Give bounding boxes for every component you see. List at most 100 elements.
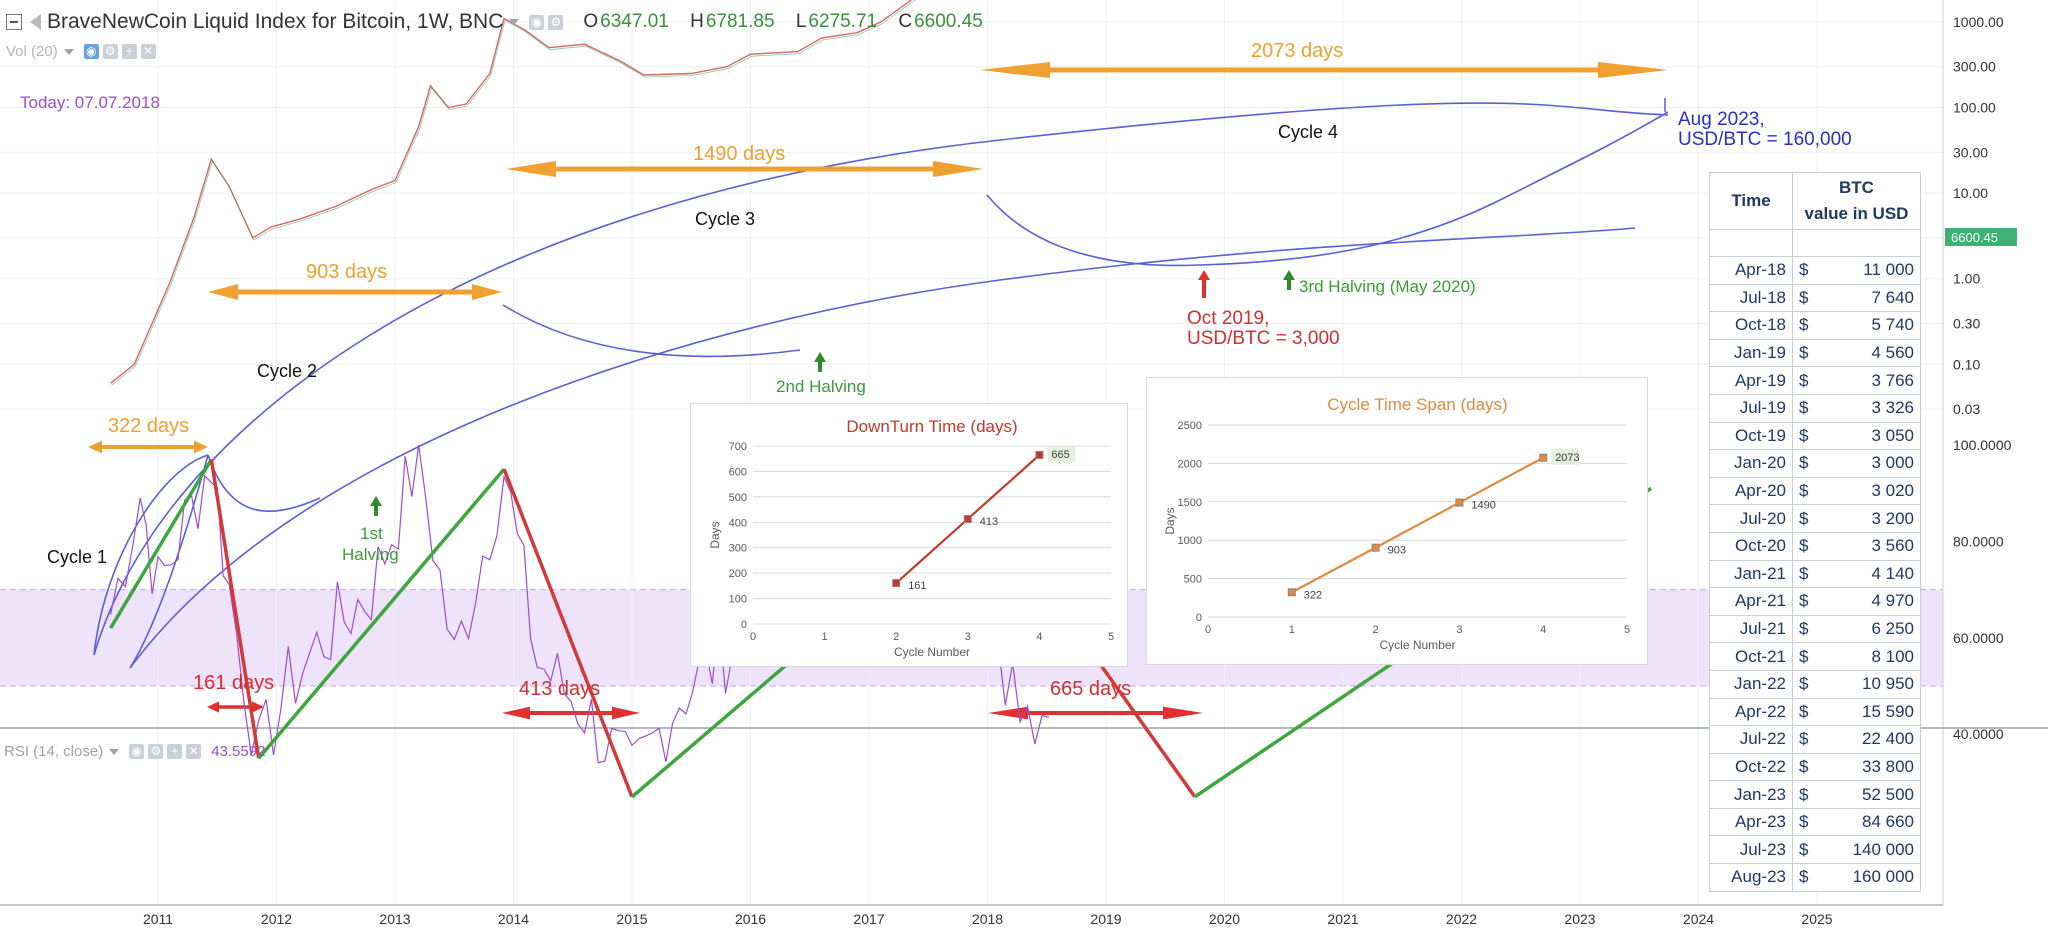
table-cell-value: 6 250 (1819, 614, 1921, 644)
table-row: Jul-21 $6 250 (1709, 614, 1921, 644)
volume-label[interactable]: Vol (20) (6, 43, 58, 60)
inset-data-point (963, 514, 972, 523)
inset-x-tick-label: 0 (1205, 624, 1211, 636)
price-tick-label: 1000.00 (1953, 14, 2004, 30)
rsi-axis[interactable]: 100.0000 80.0000 60.0000 40.0000 (1953, 437, 2012, 742)
table-cell-currency: $ (1792, 449, 1819, 478)
table-cell-time: Jul-23 (1709, 835, 1793, 865)
last-price-badge: 6600.45 (1945, 228, 2017, 246)
table-header-value-line1: BTC (1839, 178, 1874, 197)
table-cell-currency: $ (1792, 338, 1819, 368)
symbol-dropdown-icon[interactable] (509, 19, 520, 25)
cycle-span-chart-panel: Cycle Time Span (days) 0 500 1000 1500 2000 25… (1146, 377, 1648, 665)
cycle-span-322-label: 322 days (108, 415, 189, 437)
rsi-dropdown-icon[interactable] (109, 748, 120, 755)
eye-icon[interactable]: ◉ (129, 744, 145, 759)
table-cell-value: 3 050 (1819, 421, 1921, 451)
collapse-icon[interactable] (6, 14, 22, 30)
price-axis[interactable]: 1250000.00350000.00110000.0030000.001000… (1953, 0, 2027, 417)
plus-icon[interactable]: + (121, 44, 137, 59)
time-axis[interactable]: 2011 2012 2013 2014 2015 2016 2017 2018 2019 2020… (143, 911, 1833, 927)
inset-y-tick-label: 500 (1184, 574, 1202, 586)
table-cell-currency: $ (1792, 752, 1819, 782)
ohlc-low-key: L (795, 11, 807, 32)
table-cell-value: 10 950 (1819, 669, 1921, 699)
ohlc-close-key: C (898, 11, 913, 32)
gear-icon[interactable]: ⚙ (548, 14, 564, 30)
table-cell-value: 3 200 (1819, 504, 1921, 533)
table-cell-currency: $ (1792, 863, 1819, 892)
inset-x-tick-label: 0 (750, 631, 756, 643)
volume-dropdown-icon[interactable] (63, 48, 74, 55)
inset-x-tick-label: 1 (1289, 624, 1295, 636)
inset-data-label: 161 (908, 580, 926, 592)
table-cell-currency: $ (1792, 393, 1819, 423)
ohlc-open-value: 6347.01 (600, 11, 669, 32)
symbol-header: BraveNewCoin Liquid Index for Bitcoin, 1… (6, 10, 983, 34)
cycle-span-903-label: 903 days (306, 261, 387, 283)
table-cell-time: Apr-22 (1709, 697, 1793, 727)
rsi-tick-label: 100.0000 (1953, 437, 2012, 453)
plus-icon[interactable]: + (167, 744, 183, 759)
close-icon[interactable]: ✕ (186, 744, 202, 759)
table-cell-value: 3 020 (1819, 476, 1921, 506)
rsi-label[interactable]: RSI (14, close) (4, 743, 104, 760)
downturn-161-label: 161 days (193, 672, 274, 694)
eye-icon[interactable]: ◉ (529, 14, 545, 30)
table-cell-currency: $ (1792, 614, 1819, 644)
table-cell-value: 22 400 (1819, 725, 1921, 754)
table-cell-time: Oct-18 (1709, 311, 1793, 340)
inset-y-tick-label: 0 (1196, 612, 1202, 624)
inset-y-tick-label: 200 (729, 568, 747, 580)
table-row: Jan-22 $10 950 (1709, 669, 1921, 699)
table-cell-currency: $ (1792, 780, 1819, 809)
gear-icon[interactable]: ⚙ (148, 744, 164, 759)
volume-header: Vol (20) ◉ ⚙ + ✕ (6, 43, 160, 60)
inset-data-point (1035, 450, 1044, 459)
inset-data-point (1455, 498, 1464, 507)
table-cell-currency: $ (1792, 587, 1819, 616)
cycle-2-label: Cycle 2 (257, 361, 317, 381)
inset-y-tick-label: 600 (729, 466, 747, 478)
gear-icon[interactable]: ⚙ (102, 44, 118, 59)
inset-y-tick-label: 300 (729, 543, 747, 555)
table-cell-time: Oct-22 (1709, 752, 1793, 782)
cycle-span-2073-label: 2073 days (1251, 40, 1343, 62)
inset-x-tick-label: 5 (1624, 624, 1630, 636)
ohlc-low-value: 6275.71 (808, 11, 878, 32)
downturn-chart: DownTurn Time (days) 0 100 200 300 400 500 600 7… (708, 417, 1114, 659)
price-tick-label: 30.00 (1953, 144, 1988, 160)
inset-data-label: 665 (1051, 449, 1069, 461)
inset-y-tick-label: 700 (729, 441, 747, 453)
table-row: Jul-22 $22 400 (1709, 725, 1921, 754)
inset-x-tick-label: 4 (1036, 631, 1042, 643)
inset-x-axis-label: Cycle Number (1379, 638, 1455, 652)
table-header-value: BTC value in USD (1792, 172, 1921, 230)
cycle-4-label: Cycle 4 (1278, 122, 1338, 142)
price-tick-label: 0.30 (1953, 315, 1980, 331)
table-row: Jan-23 $52 500 (1709, 780, 1921, 809)
symbol-title[interactable]: BraveNewCoin Liquid Index for Bitcoin, 1… (47, 10, 504, 33)
table-cell-currency: $ (1792, 311, 1819, 340)
forecast-high-line1: Aug 2023, (1678, 109, 1765, 130)
year-tick-label: 2025 (1801, 911, 1832, 927)
inset-y-tick-label: 500 (729, 492, 747, 504)
eye-icon[interactable]: ◉ (83, 44, 99, 59)
inset-series-line (1291, 456, 1544, 594)
table-cell-value: 15 590 (1819, 697, 1921, 727)
table-row: Oct-19 $3 050 (1709, 421, 1921, 451)
inset-y-axis-label: Days (1163, 507, 1177, 534)
table-row: Oct-18 $5 740 (1709, 311, 1921, 340)
year-tick-label: 2013 (379, 911, 410, 927)
inset-y-tick-label: 1500 (1178, 497, 1202, 509)
year-tick-label: 2011 (143, 911, 173, 927)
close-icon[interactable]: ✕ (140, 44, 156, 59)
inset-y-tick-label: 400 (729, 517, 747, 529)
inset-data-label: 413 (980, 516, 998, 528)
inset-x-tick-label: 2 (893, 631, 899, 643)
table-row: Jul-19 $3 326 (1709, 393, 1921, 423)
forecast-table: Time BTC value in USD Apr-18 $11 000 Jul-1… (1709, 172, 1921, 892)
forecast-low-line2: USD/BTC = 3,000 (1187, 328, 1340, 349)
year-tick-label: 2016 (735, 911, 766, 927)
table-cell-time: Jan-20 (1709, 449, 1793, 478)
